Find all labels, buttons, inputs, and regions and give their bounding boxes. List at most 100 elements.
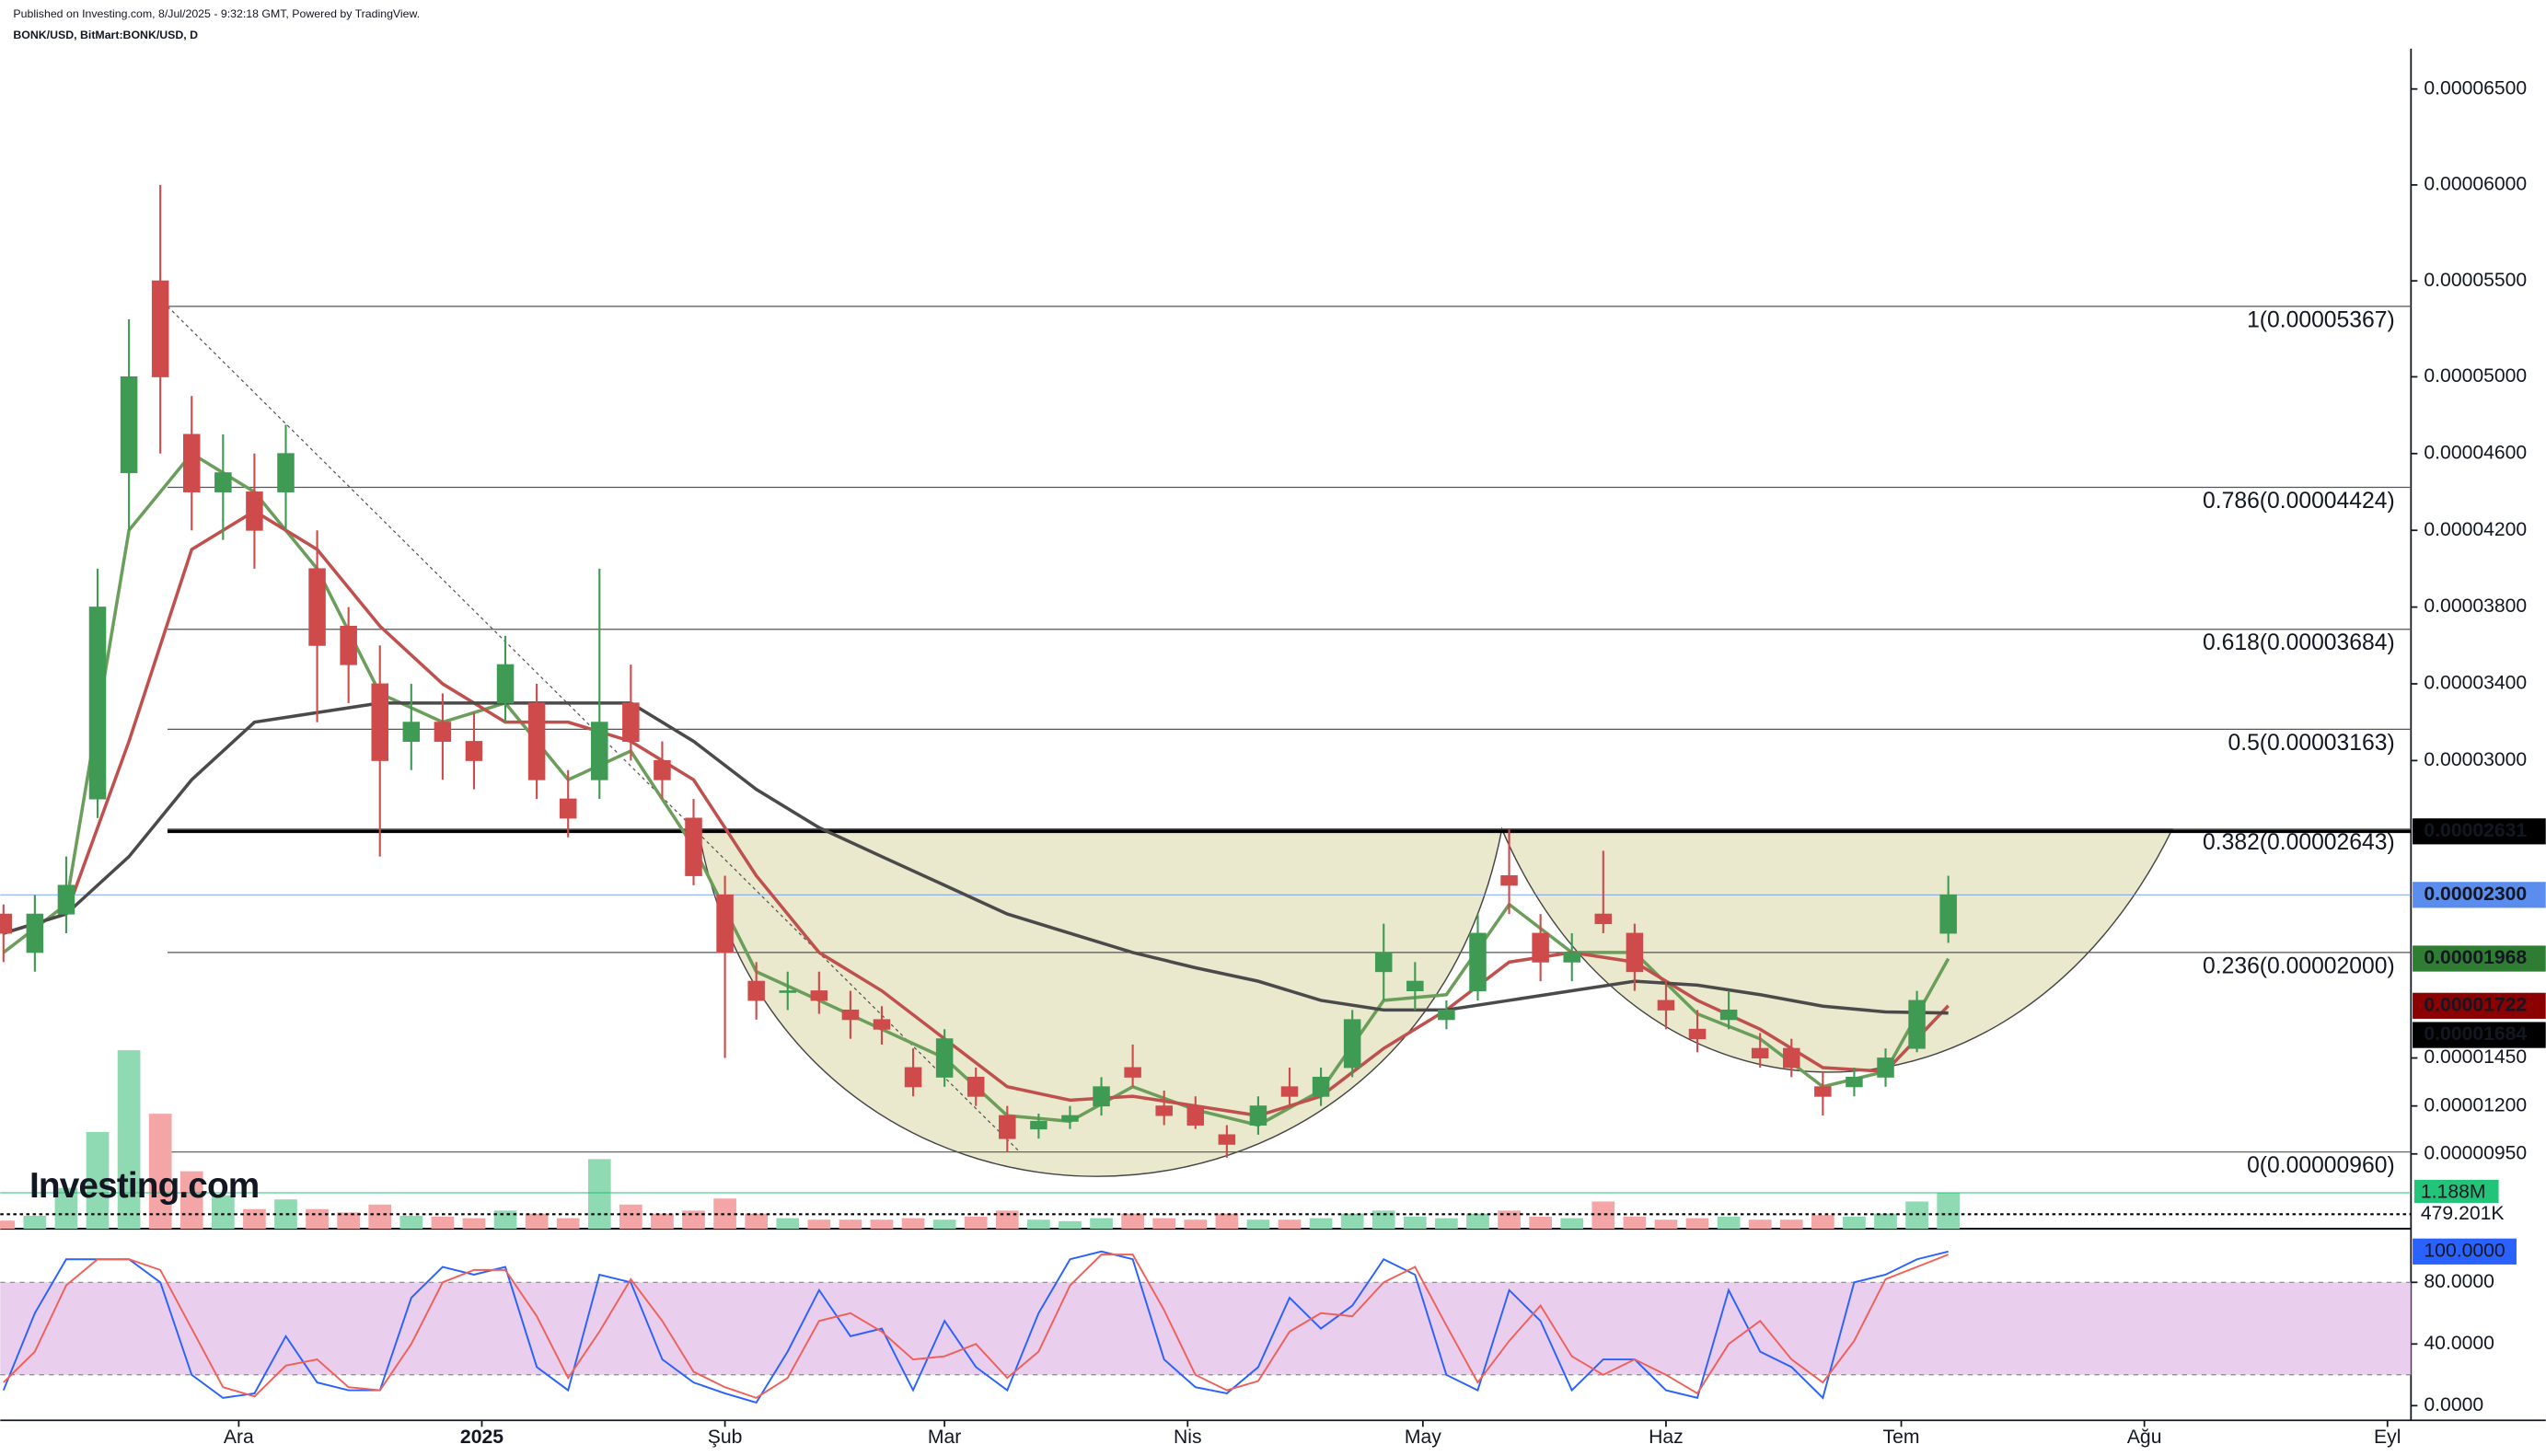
x-tick-label: Haz	[1649, 1427, 1684, 1448]
moving-average-line	[3, 701, 1949, 1015]
stochastic-line	[2, 1250, 1949, 1404]
y-tick-label: 40.0000	[2424, 1333, 2494, 1354]
candle-body	[1719, 1009, 1738, 1021]
y-tick-label: 0.00004600	[2424, 442, 2527, 463]
candle-body	[966, 1076, 985, 1097]
candle-body	[1532, 932, 1549, 963]
volume-bar	[337, 1212, 360, 1230]
candle-body	[340, 626, 357, 665]
volume-bar	[1717, 1216, 1741, 1230]
candle-body	[1657, 1000, 1675, 1011]
y-tick-label: 0.00005500	[2424, 270, 2527, 291]
price-badge-label: 0.00002631	[2424, 820, 2527, 841]
volume-bar	[1843, 1216, 1866, 1230]
stochastic-badge	[2413, 1238, 2517, 1265]
price-badge-label: 0.00002300	[2424, 884, 2527, 905]
volume-bar	[839, 1219, 862, 1230]
volume-bar	[306, 1208, 329, 1230]
price-badge-label: 0.00001722	[2424, 994, 2527, 1015]
candle-body	[999, 1115, 1016, 1139]
candle-body	[685, 817, 702, 876]
candle-body	[716, 894, 734, 953]
fib-level-label: 1(0.00005367)	[2247, 307, 2395, 332]
y-tick-label: 0.00000950	[2424, 1142, 2527, 1163]
volume-average-label: 479.201K	[2421, 1203, 2505, 1224]
candle-body	[1061, 1115, 1079, 1122]
candle-body	[0, 913, 13, 934]
candle-body	[1563, 952, 1580, 963]
candle-body	[747, 980, 765, 1001]
candle-body	[57, 884, 75, 915]
volume-bar	[1309, 1218, 1333, 1230]
volume-bar	[86, 1131, 110, 1230]
price-badge	[2413, 1022, 2546, 1048]
candle-body	[151, 280, 169, 377]
fib-level-label: 0.5(0.00003163)	[2228, 731, 2394, 756]
candle-body	[810, 990, 828, 1001]
candle-body	[779, 990, 797, 993]
volume-bar	[399, 1215, 423, 1230]
volume-bar	[0, 1220, 16, 1230]
candle-body	[1218, 1134, 1236, 1145]
volume-bar	[1215, 1213, 1239, 1230]
price-badge-label: 0.00001968	[2424, 947, 2527, 968]
candle-body	[1594, 913, 1613, 925]
volume-bar	[682, 1210, 705, 1230]
volume-bar	[1529, 1216, 1552, 1230]
x-tick-label: 2025	[460, 1427, 503, 1448]
stochastic-band	[0, 1282, 2412, 1375]
candle-body	[1469, 932, 1487, 992]
candle-body	[120, 376, 138, 474]
volume-bar	[493, 1210, 517, 1230]
candle-body	[214, 472, 232, 492]
x-tick-label: Nis	[1174, 1427, 1202, 1448]
chart-title: BONK/USD, BitMart:BONK/USD, D	[13, 29, 198, 41]
x-tick-label: Eyl	[2374, 1427, 2401, 1448]
candle-body	[1343, 1019, 1361, 1069]
candle-body	[654, 759, 671, 780]
y-tick-label: 0.00004200	[2424, 519, 2527, 540]
candle-body	[1249, 1105, 1267, 1126]
candle-body	[935, 1038, 954, 1078]
candle-body	[1626, 932, 1644, 973]
stochastic-pane: 80.0000 40.0000 0.0000 100.0000	[0, 1238, 2517, 1416]
y-tick-label: 0.00005000	[2424, 365, 2527, 387]
volume-bar	[54, 1187, 78, 1230]
price-badge	[2413, 945, 2546, 972]
price-badge	[2413, 818, 2546, 845]
volume-bar	[211, 1195, 235, 1230]
volume-bar	[148, 1114, 172, 1230]
volume-bar	[1779, 1219, 1803, 1230]
volume-bar	[462, 1218, 486, 1230]
volume-bar	[807, 1219, 831, 1230]
volume-bar	[932, 1219, 956, 1230]
candle-body	[496, 664, 515, 704]
volume-bar	[1874, 1213, 1897, 1230]
volume-bar	[1654, 1219, 1678, 1230]
candle-body	[88, 607, 107, 800]
candle-body	[1751, 1047, 1769, 1058]
candle-body	[465, 741, 483, 761]
candle-body	[841, 1009, 860, 1021]
candle-body	[371, 683, 388, 761]
candle-body	[1783, 1047, 1800, 1069]
cup-pattern	[697, 826, 2174, 1177]
volume-bar	[1623, 1216, 1647, 1230]
volume-bar	[776, 1218, 800, 1230]
candle-body	[434, 722, 452, 742]
x-tick-label: Ara	[224, 1427, 254, 1448]
y-tick-label: 0.0000	[2424, 1394, 2483, 1416]
y-tick-label: 0.00006000	[2424, 174, 2527, 195]
volume-bar	[587, 1159, 611, 1230]
volume-bar	[1811, 1215, 1834, 1230]
y-tick-label: 80.0000	[2424, 1271, 2494, 1292]
x-tick-label: Ağu	[2127, 1427, 2162, 1448]
volume-bar	[1246, 1219, 1270, 1230]
volume-bar	[870, 1219, 894, 1230]
volume-bar	[1748, 1219, 1772, 1230]
candle-body	[1846, 1076, 1863, 1088]
x-tick-label: May	[1405, 1427, 1441, 1448]
candle-body	[277, 453, 295, 492]
